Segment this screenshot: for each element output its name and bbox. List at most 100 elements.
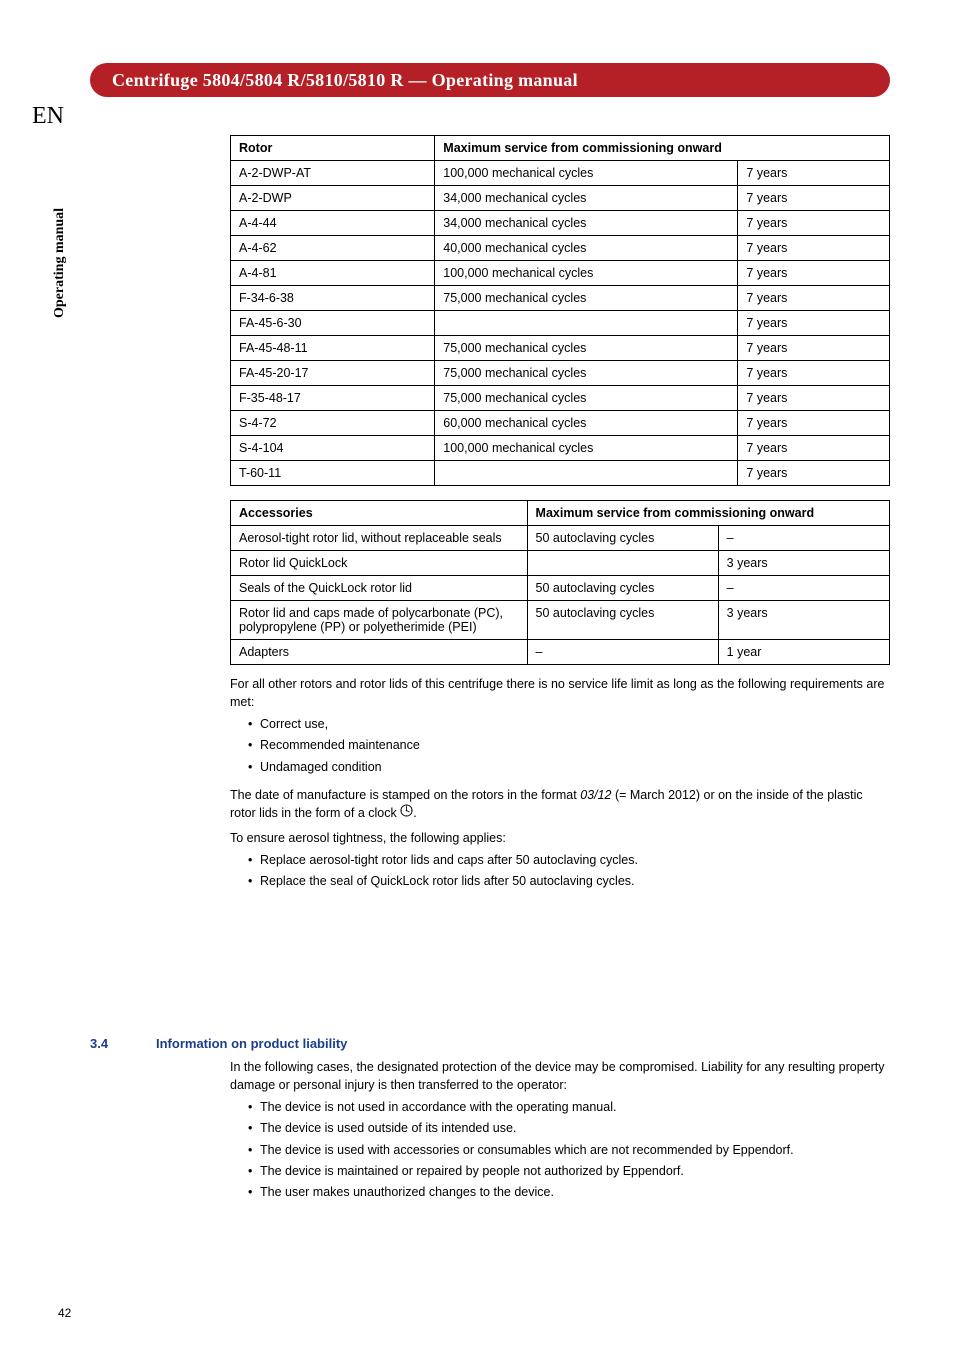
table-row: Aerosol-tight rotor lid, without replace… (231, 526, 890, 551)
list-item: Replace the seal of QuickLock rotor lids… (248, 872, 890, 890)
table-cell: – (718, 576, 889, 601)
table-cell: 40,000 mechanical cycles (435, 236, 738, 261)
page: EN Operating manual Centrifuge 5804/5804… (0, 0, 954, 1350)
page-number: 42 (58, 1306, 71, 1320)
table-row: FA-45-48-1175,000 mechanical cycles7 yea… (231, 336, 890, 361)
paragraph: For all other rotors and rotor lids of t… (230, 675, 890, 711)
table-cell: 100,000 mechanical cycles (435, 261, 738, 286)
clock-icon (400, 804, 413, 822)
table-cell: Seals of the QuickLock rotor lid (231, 576, 528, 601)
section-body: In the following cases, the designated p… (230, 1058, 890, 1204)
bullet-list: Correct use,Recommended maintenanceUndam… (230, 715, 890, 775)
table-cell: A-2-DWP (231, 186, 435, 211)
title-bar: Centrifuge 5804/5804 R/5810/5810 R — Ope… (90, 63, 890, 97)
table-cell: Rotor lid and caps made of polycarbonate… (231, 601, 528, 640)
paragraph: In the following cases, the designated p… (230, 1058, 890, 1094)
table-row: A-2-DWP34,000 mechanical cycles7 years (231, 186, 890, 211)
section-number: 3.4 (90, 1036, 108, 1051)
table-cell: – (527, 640, 718, 665)
rotor-service-table: Rotor Maximum service from commissioning… (230, 135, 890, 486)
table-cell: 60,000 mechanical cycles (435, 411, 738, 436)
table-cell: A-4-81 (231, 261, 435, 286)
text-italic: 03/12 (580, 788, 611, 802)
table-header: Rotor (231, 136, 435, 161)
table-cell: 34,000 mechanical cycles (435, 211, 738, 236)
table-header: Maximum service from commissioning onwar… (435, 136, 890, 161)
table-row: Adapters–1 year (231, 640, 890, 665)
table-cell: 7 years (738, 211, 890, 236)
list-item: Replace aerosol-tight rotor lids and cap… (248, 851, 890, 869)
table-cell: 50 autoclaving cycles (527, 601, 718, 640)
table-row: A-4-4434,000 mechanical cycles7 years (231, 211, 890, 236)
table-cell: 75,000 mechanical cycles (435, 286, 738, 311)
language-badge: EN (32, 103, 64, 130)
title-bar-text: Centrifuge 5804/5804 R/5810/5810 R — Ope… (112, 70, 578, 91)
list-item: The device is used outside of its intend… (248, 1119, 890, 1137)
table-cell: 7 years (738, 361, 890, 386)
table-cell: Rotor lid QuickLock (231, 551, 528, 576)
list-item: The device is not used in accordance wit… (248, 1098, 890, 1116)
table-cell: 100,000 mechanical cycles (435, 161, 738, 186)
table-row: A-4-6240,000 mechanical cycles7 years (231, 236, 890, 261)
table-cell: A-4-44 (231, 211, 435, 236)
table-cell: 50 autoclaving cycles (527, 576, 718, 601)
table-cell: 50 autoclaving cycles (527, 526, 718, 551)
table-cell: A-4-62 (231, 236, 435, 261)
text: The date of manufacture is stamped on th… (230, 788, 580, 802)
accessories-service-table: Accessories Maximum service from commiss… (230, 500, 890, 665)
text: . (413, 806, 416, 820)
table-cell: 7 years (738, 436, 890, 461)
table-row: FA-45-6-30 7 years (231, 311, 890, 336)
table-cell: 7 years (738, 311, 890, 336)
table-cell: 75,000 mechanical cycles (435, 336, 738, 361)
table-cell: 1 year (718, 640, 889, 665)
main-content: Rotor Maximum service from commissioning… (230, 135, 890, 893)
table-row: Rotor lid and caps made of polycarbonate… (231, 601, 890, 640)
bullet-list: Replace aerosol-tight rotor lids and cap… (230, 851, 890, 890)
table-cell (435, 311, 738, 336)
list-item: Correct use, (248, 715, 890, 733)
table-cell: 7 years (738, 461, 890, 486)
table-row: Rotor lid QuickLock 3 years (231, 551, 890, 576)
table-header: Maximum service from commissioning onwar… (527, 501, 889, 526)
list-item: The user makes unauthorized changes to t… (248, 1183, 890, 1201)
bullet-list: The device is not used in accordance wit… (230, 1098, 890, 1201)
list-item: The device is used with accessories or c… (248, 1141, 890, 1159)
table-cell: S-4-104 (231, 436, 435, 461)
table-header: Accessories (231, 501, 528, 526)
table-row: F-34-6-3875,000 mechanical cycles7 years (231, 286, 890, 311)
table-cell: – (718, 526, 889, 551)
table-cell: Adapters (231, 640, 528, 665)
list-item: The device is maintained or repaired by … (248, 1162, 890, 1180)
table-cell: T-60-11 (231, 461, 435, 486)
table-cell: 7 years (738, 411, 890, 436)
table-row: Seals of the QuickLock rotor lid50 autoc… (231, 576, 890, 601)
table-cell: FA-45-48-11 (231, 336, 435, 361)
table-cell: 100,000 mechanical cycles (435, 436, 738, 461)
table-cell: Aerosol-tight rotor lid, without replace… (231, 526, 528, 551)
table-row: S-4-7260,000 mechanical cycles7 years (231, 411, 890, 436)
table-cell: 7 years (738, 261, 890, 286)
table-cell: 7 years (738, 236, 890, 261)
table-cell: F-34-6-38 (231, 286, 435, 311)
list-item: Undamaged condition (248, 758, 890, 776)
table-row: A-4-81100,000 mechanical cycles7 years (231, 261, 890, 286)
table-cell: 7 years (738, 161, 890, 186)
table-cell: 3 years (718, 551, 889, 576)
table-cell: 7 years (738, 186, 890, 211)
table-cell (527, 551, 718, 576)
table-row: S-4-104100,000 mechanical cycles7 years (231, 436, 890, 461)
table-cell: S-4-72 (231, 411, 435, 436)
table-cell: 7 years (738, 386, 890, 411)
paragraph: To ensure aerosol tightness, the followi… (230, 829, 890, 847)
paragraph: The date of manufacture is stamped on th… (230, 786, 890, 823)
table-cell: 7 years (738, 286, 890, 311)
table-cell: A-2-DWP-AT (231, 161, 435, 186)
table-cell: FA-45-20-17 (231, 361, 435, 386)
section-title: Information on product liability (156, 1036, 347, 1051)
table-cell: 7 years (738, 336, 890, 361)
table-cell: 75,000 mechanical cycles (435, 386, 738, 411)
table-cell: FA-45-6-30 (231, 311, 435, 336)
table-row: F-35-48-1775,000 mechanical cycles7 year… (231, 386, 890, 411)
table-row: FA-45-20-1775,000 mechanical cycles7 yea… (231, 361, 890, 386)
